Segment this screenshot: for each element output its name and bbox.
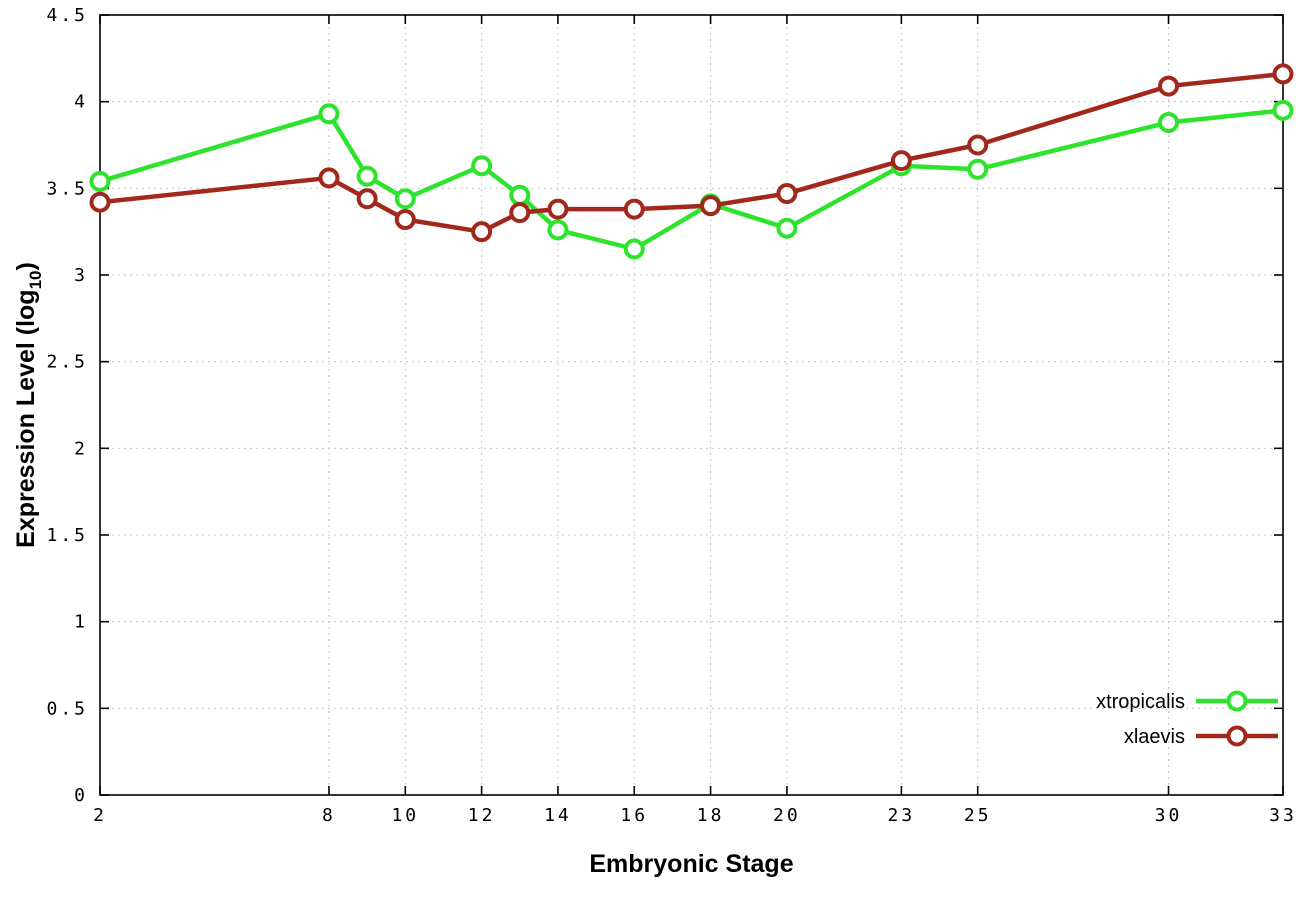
- svg-text:8: 8: [322, 805, 336, 826]
- svg-text:12: 12: [468, 805, 496, 826]
- data-point-marker: [509, 184, 531, 206]
- legend-label: xlaevis: [1124, 726, 1185, 748]
- data-point-marker: [89, 170, 111, 192]
- data-point-marker: [700, 195, 722, 217]
- data-point-marker: [967, 158, 989, 180]
- svg-text:1: 1: [74, 612, 88, 633]
- svg-text:2: 2: [93, 805, 107, 826]
- svg-text:2.5: 2.5: [46, 352, 88, 373]
- data-point-marker: [356, 188, 378, 210]
- data-point-marker: [318, 167, 340, 189]
- legend-sample-marker: [1226, 690, 1248, 712]
- data-point-marker: [471, 155, 493, 177]
- svg-text:33: 33: [1269, 805, 1296, 826]
- data-point-marker: [509, 202, 531, 224]
- data-point-marker: [967, 134, 989, 156]
- data-point-marker: [890, 150, 912, 172]
- svg-text:0.5: 0.5: [46, 698, 88, 719]
- data-point-marker: [1272, 63, 1294, 85]
- data-point-marker: [471, 221, 493, 243]
- x-tick-labels: 2 8 10 12 14 16 18 20 23 25 30 33: [93, 805, 1296, 826]
- data-point-marker: [547, 198, 569, 220]
- svg-text:0: 0: [74, 785, 88, 806]
- y-axis-label: Expression Level (log10): [12, 262, 45, 548]
- legend-sample-marker: [1226, 725, 1248, 747]
- data-point-marker: [623, 198, 645, 220]
- legend: xtropicalis xlaevis: [1096, 690, 1278, 748]
- svg-text:3.5: 3.5: [46, 178, 88, 199]
- x-axis-label: Embryonic Stage: [589, 850, 793, 878]
- data-point-marker: [356, 165, 378, 187]
- data-point-marker: [1272, 99, 1294, 121]
- data-point-marker: [89, 191, 111, 213]
- data-point-marker: [623, 238, 645, 260]
- svg-text:30: 30: [1155, 805, 1183, 826]
- svg-text:20: 20: [773, 805, 801, 826]
- series-xlaevis: [89, 63, 1294, 243]
- legend-label: xtropicalis: [1096, 691, 1185, 713]
- legend-entry-xtropicalis: xtropicalis: [1096, 690, 1278, 713]
- data-point-marker: [318, 103, 340, 125]
- svg-text:16: 16: [620, 805, 648, 826]
- svg-text:23: 23: [888, 805, 916, 826]
- tick-marks: [99, 14, 1284, 796]
- legend-entry-xlaevis: xlaevis: [1124, 725, 1278, 748]
- data-point-marker: [1158, 75, 1180, 97]
- data-point-marker: [776, 183, 798, 205]
- svg-text:18: 18: [697, 805, 725, 826]
- plot-border: [99, 14, 1284, 796]
- svg-text:1.5: 1.5: [46, 525, 88, 546]
- svg-text:4: 4: [74, 92, 88, 113]
- y-tick-labels: 0 0.5 1 1.5 2 2.5 3 3.5 4 4.5: [46, 5, 88, 806]
- series-xtropicalis: [89, 99, 1294, 260]
- data-point-marker: [394, 209, 416, 231]
- data-point-marker: [394, 188, 416, 210]
- svg-text:4.5: 4.5: [46, 5, 88, 26]
- data-point-marker: [547, 219, 569, 241]
- svg-text:3: 3: [74, 265, 88, 286]
- data-point-marker: [776, 217, 798, 239]
- svg-text:10: 10: [391, 805, 419, 826]
- data-point-marker: [1158, 111, 1180, 133]
- svg-text:14: 14: [544, 805, 572, 826]
- svg-text:2: 2: [74, 438, 88, 459]
- svg-text:25: 25: [964, 805, 992, 826]
